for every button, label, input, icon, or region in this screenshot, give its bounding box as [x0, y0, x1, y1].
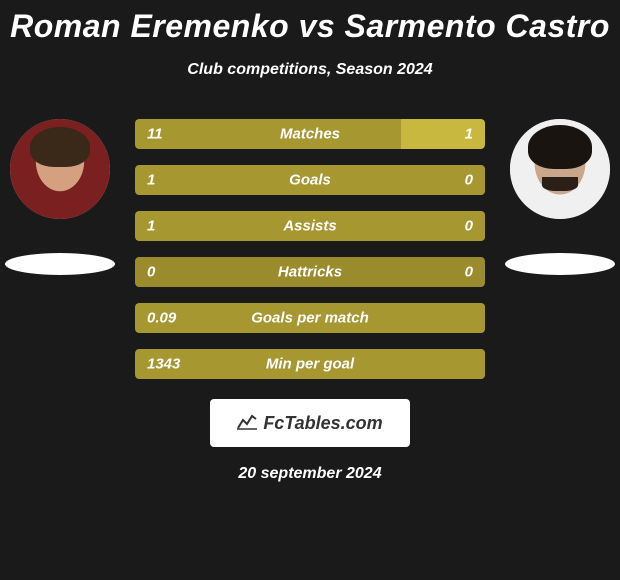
stat-label: Min per goal: [266, 356, 354, 373]
player-right-avatar: [510, 119, 610, 219]
logo-text: FcTables.com: [263, 413, 382, 434]
stat-label: Goals: [289, 172, 331, 189]
stat-label: Hattricks: [278, 264, 342, 281]
stat-value-left: 0: [147, 264, 155, 281]
stat-row: 0.09 Goals per match: [135, 303, 485, 333]
stat-value-right: 1: [465, 126, 473, 143]
page-title: Roman Eremenko vs Sarmento Castro: [0, 0, 620, 45]
date-label: 20 september 2024: [0, 465, 620, 483]
stat-value-left: 0.09: [147, 310, 176, 327]
stat-value-left: 1343: [147, 356, 180, 373]
stat-label: Assists: [283, 218, 336, 235]
chart-icon: [237, 412, 257, 435]
logo-box: FcTables.com: [210, 399, 410, 447]
stat-row: 1343 Min per goal: [135, 349, 485, 379]
stat-bars: 111Matches10Goals10Assists00Hattricks0.0…: [135, 119, 485, 379]
stat-row: 1 0 Goals: [135, 165, 485, 195]
stat-row: 1 0 Assists: [135, 211, 485, 241]
stat-label: Matches: [280, 126, 340, 143]
avatar-shadow-left: [5, 253, 115, 275]
stat-row: 111Matches: [135, 119, 485, 149]
stat-value-right: 0: [465, 218, 473, 235]
stat-bar-left: [135, 119, 401, 149]
stat-value-right: 0: [465, 264, 473, 281]
comparison-panel: 111Matches10Goals10Assists00Hattricks0.0…: [0, 119, 620, 483]
avatar-shadow-right: [505, 253, 615, 275]
stat-row: 0 0 Hattricks: [135, 257, 485, 287]
subtitle: Club competitions, Season 2024: [0, 61, 620, 79]
player-left-avatar: [10, 119, 110, 219]
stat-value-left: 11: [147, 126, 163, 143]
stat-value-left: 1: [147, 218, 155, 235]
stat-value-right: 0: [465, 172, 473, 189]
stat-label: Goals per match: [251, 310, 369, 327]
stat-value-left: 1: [147, 172, 155, 189]
